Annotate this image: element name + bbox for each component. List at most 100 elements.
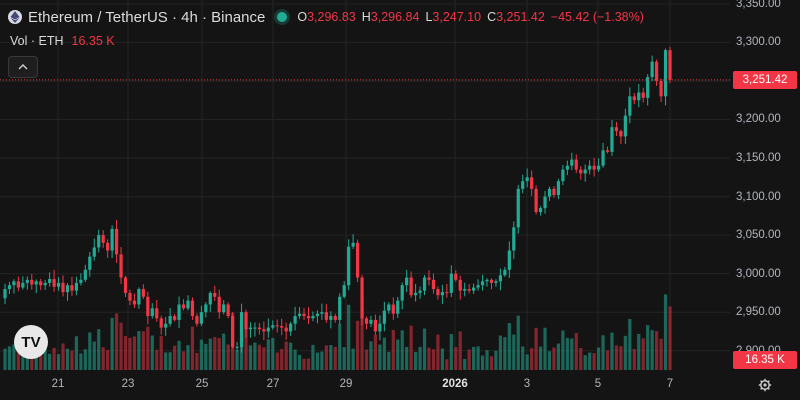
volume-bar xyxy=(181,351,186,370)
time-tick-label: 3 xyxy=(523,378,531,390)
ohlc-values: O3,296.83 H3,296.84 L3,247.10 C3,251.42 … xyxy=(297,10,644,24)
volume-label[interactable]: Vol · ETH xyxy=(10,34,64,48)
market-status-dot[interactable] xyxy=(277,12,288,22)
current-price-label: 3,251.42 xyxy=(742,73,788,86)
volume-bar xyxy=(253,342,257,370)
candle-body xyxy=(650,61,654,78)
volume-bar xyxy=(583,355,587,370)
candle-body xyxy=(150,308,154,317)
candle-body xyxy=(88,256,92,270)
volume-bar xyxy=(275,352,279,370)
volume-bar xyxy=(150,335,154,370)
candle-body xyxy=(436,289,440,296)
candle-body xyxy=(663,50,668,97)
volume-bar xyxy=(56,354,61,370)
candle-body xyxy=(507,250,511,270)
candle-body xyxy=(56,282,61,287)
candle-body xyxy=(34,281,38,285)
candle-body xyxy=(561,169,565,182)
volume-bar xyxy=(315,352,320,370)
volume-bar xyxy=(534,327,538,370)
volume-bar xyxy=(222,333,226,370)
candle-body xyxy=(25,279,29,283)
candle-body xyxy=(280,326,284,328)
tradingview-logo[interactable]: TV xyxy=(14,325,48,359)
volume-bar xyxy=(25,354,29,370)
candle-body xyxy=(271,325,275,328)
price-tick-label: 2,950.00 xyxy=(736,306,781,319)
volume-bar xyxy=(387,351,391,370)
volume-bar xyxy=(329,344,333,370)
candle-body xyxy=(463,289,467,291)
candle-body xyxy=(476,285,480,288)
volume-bar xyxy=(373,334,378,370)
candle-body xyxy=(315,313,320,317)
volume-bar xyxy=(641,338,645,370)
volume-bar xyxy=(547,351,552,370)
chart-pane[interactable] xyxy=(0,0,730,370)
candlestick-chart[interactable] xyxy=(0,0,730,370)
price-tick-label: 3,000.00 xyxy=(736,267,781,280)
current-price-badge: 3,251.42 xyxy=(733,70,797,89)
volume-bar xyxy=(293,349,297,370)
candle-body xyxy=(655,61,659,81)
volume-bar xyxy=(284,341,288,370)
time-axis[interactable]: 21 23 25 27 29 2026 3 5 7 xyxy=(0,370,772,400)
volume-bar xyxy=(146,326,150,370)
ethereum-icon xyxy=(8,10,22,24)
volume-bar xyxy=(338,323,342,370)
volume-bar xyxy=(476,346,480,370)
volume-bar xyxy=(543,327,547,370)
candle-body xyxy=(101,235,105,243)
volume-bar xyxy=(396,339,400,370)
volume-bar xyxy=(110,317,114,370)
gear-icon xyxy=(758,378,772,392)
candle-body xyxy=(534,188,538,212)
candle-body xyxy=(65,285,70,293)
volume-bar xyxy=(463,359,467,370)
candle-body xyxy=(110,228,114,251)
volume-bar xyxy=(289,342,293,370)
collapse-legend-button[interactable] xyxy=(8,56,38,78)
candle-body xyxy=(364,318,369,324)
volume-bar xyxy=(538,346,543,370)
candle-body xyxy=(61,282,65,293)
volume-bar xyxy=(12,344,16,370)
candle-body xyxy=(74,282,79,291)
volume-bar xyxy=(530,348,534,370)
current-volume-label: 16.35 K xyxy=(745,354,785,366)
volume-bar xyxy=(70,350,74,370)
candle-body xyxy=(382,310,386,324)
volume-bar xyxy=(324,345,328,370)
volume-bar xyxy=(61,343,65,370)
price-axis[interactable]: 3,350.003,300.003,250.003,200.003,150.00… xyxy=(730,0,800,400)
candle-body xyxy=(592,165,596,170)
volume-bar xyxy=(217,338,221,370)
volume-bar xyxy=(663,294,668,370)
volume-bar xyxy=(83,349,87,370)
volume-bar xyxy=(605,350,610,370)
volume-bar xyxy=(204,343,208,370)
candle-body xyxy=(378,323,382,332)
candle-body xyxy=(427,277,431,280)
candle-body xyxy=(391,304,395,314)
chart-settings-button[interactable] xyxy=(756,376,774,394)
symbol-title[interactable]: Ethereum / TetherUS · 4h · Binance xyxy=(28,8,266,26)
candle-body xyxy=(360,277,364,319)
candle-body xyxy=(668,50,672,80)
volume-bar xyxy=(494,350,498,370)
volume-bar xyxy=(472,346,476,370)
price-tick-label: 3,350.00 xyxy=(736,0,781,10)
candle-body xyxy=(369,319,373,324)
volume-bar xyxy=(405,346,409,370)
candle-body xyxy=(538,208,543,212)
candle-body xyxy=(208,292,212,305)
candle-body xyxy=(311,316,315,319)
volume-bar xyxy=(88,332,92,370)
volume-bar xyxy=(378,344,382,370)
candle-body xyxy=(168,316,172,324)
volume-bar xyxy=(391,329,395,370)
candle-body xyxy=(565,165,569,170)
symbol-legend: Ethereum / TetherUS · 4h · Binance O3,29… xyxy=(8,6,644,28)
high-value: 3,296.84 xyxy=(370,10,420,24)
